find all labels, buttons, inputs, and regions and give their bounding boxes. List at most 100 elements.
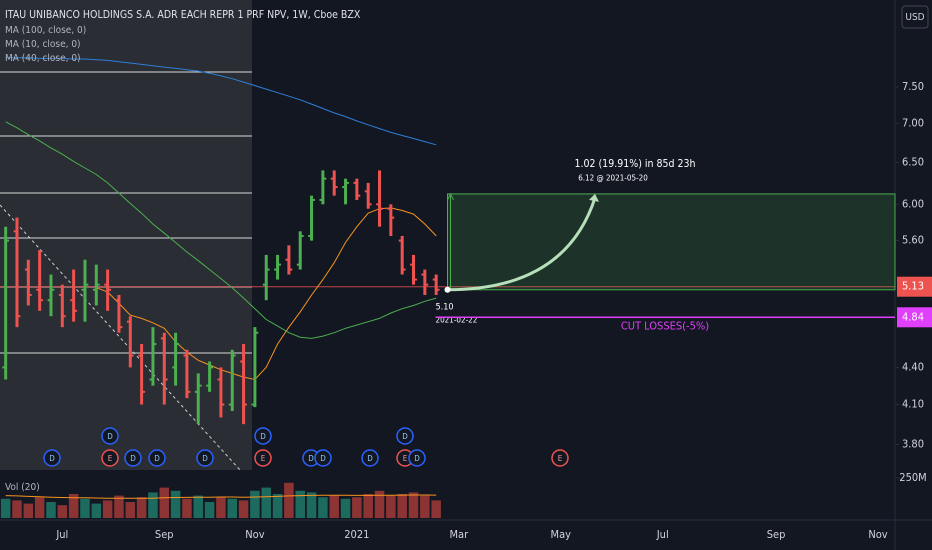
event-label: E	[261, 454, 266, 463]
volume-bar	[57, 505, 68, 518]
volume-bar	[216, 497, 226, 518]
event-marker[interactable]	[361, 449, 379, 467]
y-tick-label: 3.80	[902, 437, 924, 450]
volume-bar	[318, 497, 328, 518]
volume-bar	[374, 490, 385, 518]
event-marker[interactable]	[148, 449, 166, 467]
currency-box[interactable]	[901, 5, 929, 29]
volume-bar	[329, 495, 339, 518]
x-tick-label: Nov	[245, 528, 264, 541]
event-label: D	[367, 454, 373, 463]
legend-entry: MA (100, close, 0)	[5, 25, 86, 36]
volume-bar	[170, 490, 181, 518]
event-marker[interactable]	[43, 449, 61, 467]
volume-bar	[352, 497, 362, 518]
event-label: E	[558, 454, 563, 463]
event-label: D	[154, 454, 160, 463]
volume-legend: Vol (20)	[5, 482, 40, 493]
volume-bar	[23, 503, 34, 518]
projection-curve	[447, 197, 597, 292]
volume-bar	[306, 492, 317, 518]
x-tick-label: 2021	[344, 528, 369, 541]
x-tick-label: Mar	[449, 528, 469, 541]
event-marker[interactable]	[254, 427, 272, 445]
projection-box	[447, 193, 896, 291]
volume-bar	[114, 495, 124, 518]
volume-bar	[420, 495, 430, 518]
volume-bar	[12, 500, 22, 518]
volume-bar	[386, 495, 396, 518]
event-label: D	[402, 432, 408, 441]
ma-line	[5, 57, 437, 146]
event-label: E	[108, 454, 113, 463]
x-tick-label: Sep	[767, 528, 786, 541]
volume-bar	[397, 494, 407, 518]
stop-loss-box	[897, 307, 932, 328]
volume-bar	[272, 494, 283, 518]
x-tick-label: May	[551, 528, 572, 541]
event-marker[interactable]	[254, 449, 272, 467]
projection-start-date: 2021-02-22	[436, 315, 478, 324]
projection-start	[444, 286, 451, 293]
chart-title: ITAU UNIBANCO HOLDINGS S.A. ADR EACH REP…	[5, 9, 361, 21]
last-price-label: 5.13	[902, 280, 924, 293]
x-tick-label: Sep	[155, 528, 174, 541]
y-tick-label: 4.40	[902, 360, 924, 373]
event-label: D	[414, 454, 420, 463]
currency[interactable]: USD	[905, 12, 924, 23]
volume-bar	[102, 500, 113, 518]
y-tick-label: 7.50	[902, 80, 924, 93]
volume-bar	[91, 503, 102, 518]
y-tick-label: 6.50	[902, 155, 924, 168]
volume-bar	[136, 497, 147, 518]
x-tick-label: Nov	[868, 528, 887, 541]
projection-curve-head	[589, 193, 599, 202]
volume-bar	[363, 494, 373, 518]
volume-bar	[340, 498, 351, 518]
volume-tick-label: 250M	[899, 471, 926, 484]
volume-bar	[182, 498, 192, 518]
volume-bar	[250, 490, 260, 518]
volume-bar	[238, 500, 249, 518]
volume-bar	[148, 492, 158, 518]
event-label: E	[403, 454, 408, 463]
volume-bar	[193, 495, 204, 518]
volume-bar	[284, 482, 294, 518]
event-label: D	[107, 432, 113, 441]
event-label: D	[320, 454, 326, 463]
y-tick-label: 5.60	[902, 234, 924, 247]
event-label: D	[260, 432, 266, 441]
shaded-range	[0, 0, 252, 470]
volume-bar	[34, 497, 45, 518]
stop-loss-price: 4.84	[902, 310, 924, 323]
volume-ma-line	[5, 494, 437, 499]
legend-entry: MA (10, close, 0)	[5, 39, 81, 50]
ma-line	[5, 121, 437, 339]
event-marker[interactable]	[396, 427, 414, 445]
projection-arrow-head	[447, 192, 454, 201]
event-marker[interactable]	[314, 449, 332, 467]
y-tick-label: 4.10	[902, 398, 924, 411]
event-marker[interactable]	[551, 449, 569, 467]
event-marker[interactable]	[408, 449, 426, 467]
projection-start-label: 5.10	[436, 302, 454, 312]
volume-bar	[159, 487, 170, 518]
drawn-levels	[0, 71, 252, 354]
event-marker[interactable]	[101, 427, 119, 445]
legend-entry: MA (40, close, 0)	[5, 53, 81, 64]
y-tick-label: 7.00	[902, 116, 924, 129]
volume-bar	[408, 492, 419, 518]
projection-summary: 1.02 (19.91%) in 85d 23h	[574, 158, 695, 170]
x-tick-label: Jul	[656, 528, 669, 541]
x-tick-label: Jul	[55, 528, 68, 541]
y-tick-label: 6.00	[902, 197, 924, 210]
volume-bar	[80, 498, 90, 518]
event-marker[interactable]	[124, 449, 142, 467]
volume-bar	[227, 498, 238, 518]
volume-bar	[261, 487, 271, 518]
event-marker[interactable]	[101, 449, 119, 467]
volume-bar	[68, 494, 79, 518]
event-marker[interactable]	[196, 449, 214, 467]
volume-bar	[295, 490, 305, 518]
